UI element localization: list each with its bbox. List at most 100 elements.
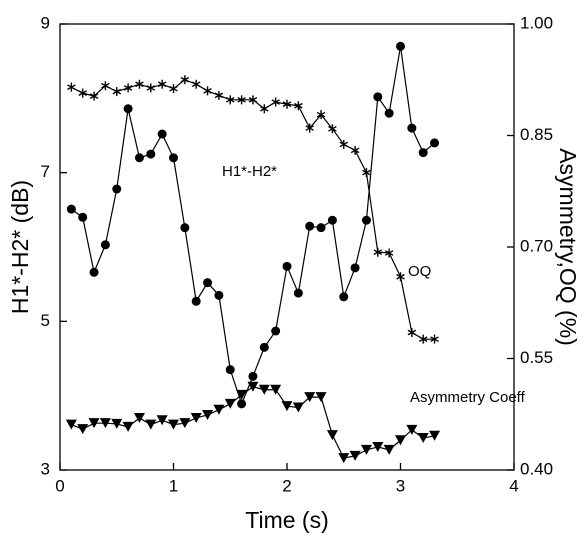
marker (327, 215, 337, 225)
marker (316, 110, 326, 120)
marker (350, 145, 360, 155)
marker (270, 384, 282, 395)
marker (430, 334, 439, 344)
marker (305, 123, 314, 133)
marker (111, 418, 123, 429)
marker (294, 101, 303, 111)
marker (101, 81, 110, 91)
annotation: OQ (408, 263, 431, 280)
marker (224, 398, 236, 409)
y-tick-label: 7 (41, 162, 50, 181)
marker (396, 41, 405, 51)
marker (135, 79, 144, 89)
marker (316, 223, 326, 233)
marker (169, 84, 178, 94)
marker (100, 240, 110, 250)
marker (247, 381, 259, 392)
marker (282, 261, 292, 271)
marker (407, 123, 417, 133)
marker (146, 149, 156, 159)
marker (157, 79, 167, 89)
marker (78, 212, 88, 222)
marker (203, 86, 212, 96)
marker (407, 327, 417, 337)
marker (202, 409, 214, 420)
marker (179, 418, 191, 429)
marker (430, 138, 440, 148)
annotation: Asymmetry Coeff (410, 389, 526, 406)
marker (157, 129, 167, 139)
marker (338, 453, 350, 464)
marker (271, 326, 281, 336)
marker (213, 404, 225, 415)
marker (373, 92, 383, 102)
marker (271, 97, 280, 107)
series-line (71, 79, 435, 340)
y2-tick-label: 1.00 (520, 13, 553, 32)
annotation: H1*-H2* (222, 163, 277, 180)
marker (89, 267, 99, 277)
marker (123, 104, 133, 114)
marker (190, 412, 202, 423)
marker (383, 444, 395, 455)
y-tick-label: 5 (41, 311, 50, 330)
marker (78, 88, 87, 98)
marker (305, 221, 315, 231)
marker (372, 441, 384, 452)
x-tick-label: 0 (55, 476, 64, 495)
marker (112, 87, 122, 97)
marker (123, 83, 133, 93)
marker (66, 204, 76, 214)
marker (77, 424, 89, 435)
marker (328, 124, 337, 134)
marker (326, 430, 338, 441)
marker (339, 139, 349, 149)
marker (373, 247, 383, 257)
marker (248, 95, 258, 105)
marker (134, 153, 144, 163)
x-axis-label: Time (s) (245, 507, 328, 533)
marker (89, 91, 99, 101)
marker (418, 334, 428, 344)
marker (395, 435, 406, 446)
marker (350, 263, 360, 273)
marker (396, 272, 405, 282)
y2-tick-label: 0.70 (520, 236, 553, 255)
marker (112, 184, 122, 194)
marker (180, 75, 190, 85)
marker (281, 401, 293, 412)
marker (304, 392, 316, 403)
marker (339, 292, 349, 302)
marker (146, 83, 156, 93)
marker (168, 419, 179, 430)
marker (237, 95, 246, 105)
y2-tick-label: 0.55 (520, 348, 553, 367)
marker (384, 108, 394, 118)
marker (67, 82, 76, 92)
marker (122, 421, 134, 432)
marker (292, 402, 304, 413)
x-tick-label: 4 (509, 476, 518, 495)
marker (156, 415, 168, 426)
marker (65, 419, 77, 430)
marker (293, 288, 303, 298)
y2-tick-label: 0.85 (520, 125, 553, 144)
marker (180, 223, 190, 233)
marker (225, 95, 235, 105)
marker (203, 278, 213, 288)
marker (145, 419, 157, 430)
y2-axis-label: Asymmetry,OQ (%) (555, 148, 581, 346)
marker (429, 430, 441, 441)
marker (191, 79, 201, 89)
marker (259, 342, 269, 352)
marker (417, 433, 429, 444)
marker (418, 148, 428, 158)
y2-tick-label: 0.40 (520, 459, 553, 478)
marker (384, 248, 394, 258)
marker (349, 450, 361, 461)
marker (282, 99, 292, 109)
x-tick-label: 2 (282, 476, 291, 495)
y-tick-label: 9 (41, 13, 50, 32)
marker (191, 296, 201, 306)
x-tick-label: 3 (396, 476, 405, 495)
